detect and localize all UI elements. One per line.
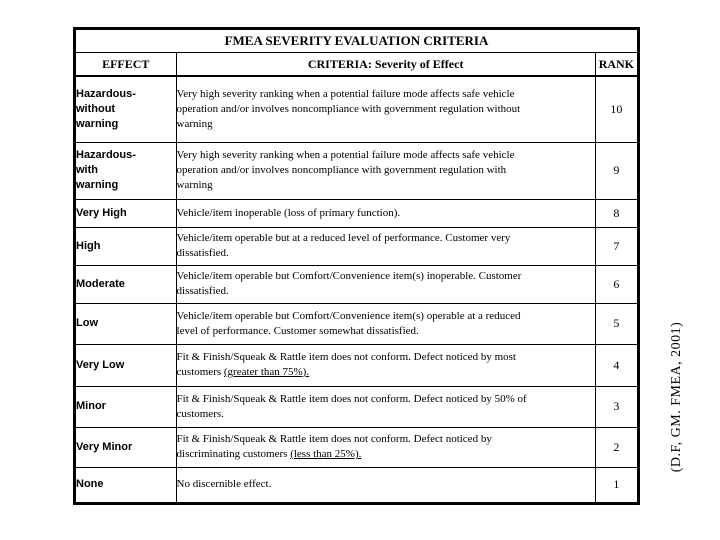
effect-cell: Very High (74, 198, 177, 228)
table-row: Very Low Fit & Finish/Squeak & Rattle it… (74, 343, 640, 387)
criteria-cell: No discernible effect. (175, 466, 596, 504)
effect-cell: Hazardous- without warning (74, 75, 177, 143)
effect-cell: Very Minor (74, 426, 177, 468)
table-row: Very Minor Fit & Finish/Squeak & Rattle … (74, 426, 640, 468)
fmea-severity-table: FMEA SEVERITY EVALUATION CRITERIA EFFECT… (73, 27, 640, 505)
table-row: Low Vehicle/item operable but Comfort/Co… (74, 302, 640, 345)
rank-cell: 8 (594, 198, 640, 228)
effect-cell: High (74, 226, 177, 266)
criteria-text: Fit & Finish/Squeak & Rattle item does n… (176, 351, 516, 378)
criteria-underlined-text: (greater than 75%). (223, 366, 310, 378)
rank-cell: 9 (594, 141, 640, 200)
rank-cell: 6 (594, 264, 640, 304)
table-row: None No discernible effect. 1 (74, 466, 640, 504)
rank-cell: 10 (594, 75, 640, 143)
rank-cell: 4 (594, 343, 640, 387)
criteria-text: Fit & Finish/Squeak & Rattle item does n… (176, 392, 527, 420)
rank-cell: 7 (594, 226, 640, 266)
effect-cell: Low (74, 302, 177, 345)
criteria-cell: Vehicle/item operable but Comfort/Conven… (175, 302, 596, 345)
rank-cell: 5 (594, 302, 640, 345)
header-criteria: CRITERIA: Severity of Effect (175, 52, 596, 77)
criteria-cell: Fit & Finish/Squeak & Rattle item does n… (175, 385, 596, 428)
criteria-cell: Vehicle/item operable but at a reduced l… (175, 226, 596, 266)
criteria-text: Vehicle/item operable but at a reduced l… (176, 232, 511, 259)
criteria-text: Vehicle/item operable but Comfort/Conven… (176, 270, 522, 297)
effect-cell: Minor (74, 385, 177, 428)
effect-cell: Very Low (74, 343, 177, 387)
criteria-text: No discernible effect. (176, 478, 272, 490)
effect-cell: Moderate (74, 264, 177, 304)
effect-cell: None (74, 466, 177, 504)
criteria-underlined-text: (less than 25%). (290, 448, 362, 460)
criteria-cell: Vehicle/item operable but Comfort/Conven… (175, 264, 596, 304)
criteria-text: Very high severity ranking when a potent… (176, 87, 521, 130)
title-row: FMEA SEVERITY EVALUATION CRITERIA (74, 28, 639, 53)
table-row: Minor Fit & Finish/Squeak & Rattle item … (74, 385, 640, 428)
header-row: EFFECT CRITERIA: Severity of Effect RANK (74, 52, 640, 77)
table-title: FMEA SEVERITY EVALUATION CRITERIA (74, 28, 639, 53)
table-row: Hazardous- without warning Very high sev… (74, 75, 640, 143)
criteria-text: Very high severity ranking when a potent… (176, 149, 515, 191)
criteria-cell: Fit & Finish/Squeak & Rattle item does n… (175, 343, 596, 387)
rank-cell: 2 (594, 426, 640, 468)
criteria-cell: Fit & Finish/Squeak & Rattle item does n… (175, 426, 596, 468)
table-row: Moderate Vehicle/item operable but Comfo… (74, 264, 640, 304)
criteria-cell: Very high severity ranking when a potent… (175, 75, 596, 143)
criteria-text: Vehicle/item operable but Comfort/Conven… (176, 309, 521, 337)
criteria-text: Fit & Finish/Squeak & Rattle item does n… (176, 433, 492, 460)
effect-cell: Hazardous- with warning (74, 141, 177, 200)
citation-text: (D.F, GM. FMEA, 2001) (669, 321, 684, 473)
rank-cell: 1 (594, 466, 640, 504)
header-effect: EFFECT (74, 52, 177, 77)
table-row: Hazardous- with warning Very high severi… (74, 141, 640, 200)
criteria-cell: Vehicle/item inoperable (loss of primary… (175, 198, 596, 228)
criteria-text: Vehicle/item inoperable (loss of primary… (176, 206, 401, 219)
header-rank: RANK (594, 52, 640, 77)
criteria-cell: Very high severity ranking when a potent… (175, 141, 596, 200)
rank-cell: 3 (594, 385, 640, 428)
table-row: Very High Vehicle/item inoperable (loss … (74, 198, 640, 228)
table-row: High Vehicle/item operable but at a redu… (74, 226, 640, 266)
